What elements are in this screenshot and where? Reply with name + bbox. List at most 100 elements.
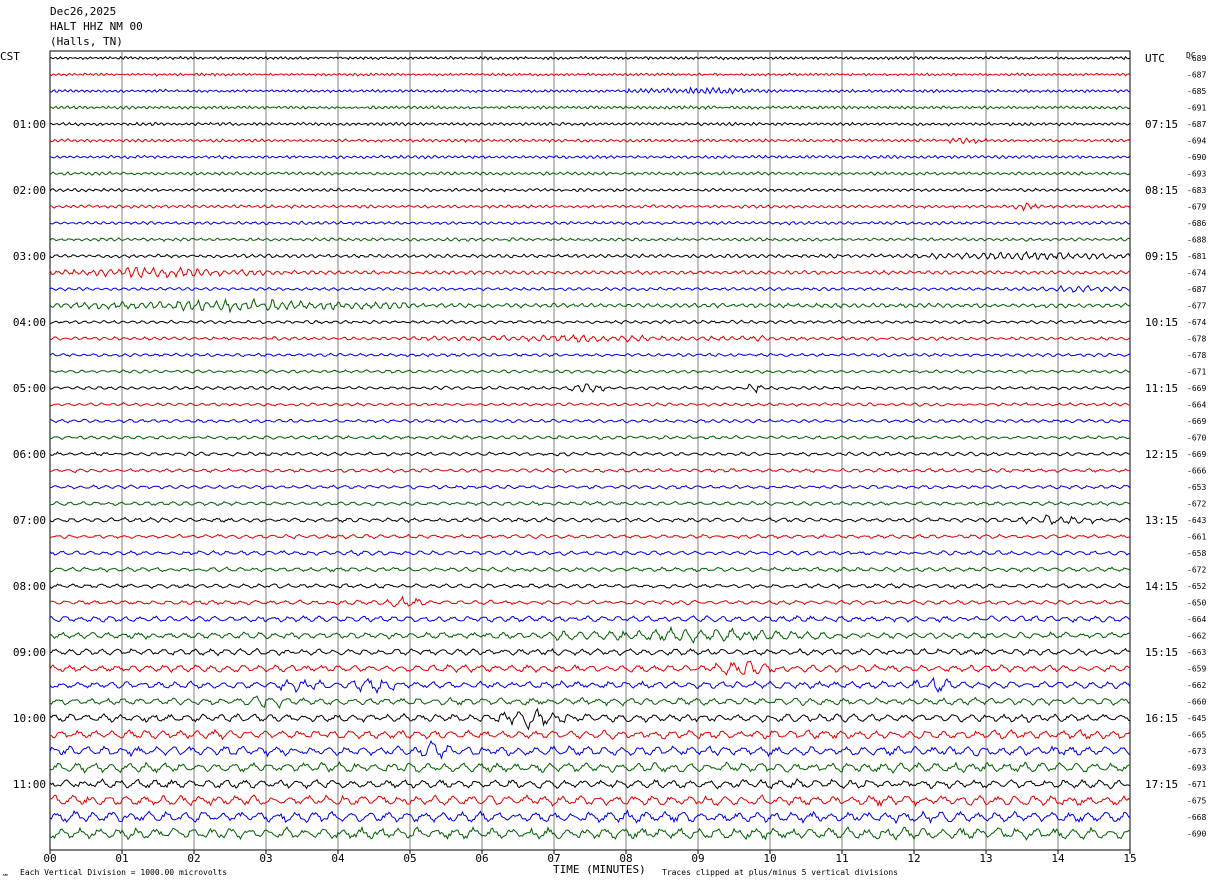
cst-hour-label: 02:00: [13, 184, 46, 197]
utc-hour-label: 09:15: [1145, 250, 1178, 263]
dc-offset-label: -672: [1187, 566, 1206, 575]
dc-offset-label: -672: [1187, 500, 1206, 509]
dc-column-label: DC: [1186, 51, 1196, 60]
station-location: (Halls, TN): [50, 35, 123, 48]
seismic-trace: [49, 266, 1131, 279]
seismic-trace: [49, 809, 1131, 825]
dc-offset-label: -662: [1187, 681, 1206, 690]
dc-offset-label: -665: [1187, 731, 1206, 740]
cst-hour-label: 03:00: [13, 250, 46, 263]
dc-offset-label: -652: [1187, 582, 1206, 591]
seismic-trace: [49, 137, 1131, 145]
dc-offset-label: -666: [1187, 467, 1206, 476]
dc-offset-label: -663: [1187, 648, 1206, 657]
seismic-trace: [49, 484, 1131, 490]
seismic-trace: [49, 739, 1131, 761]
utc-hour-label: 08:15: [1145, 184, 1178, 197]
x-tick-label: 13: [979, 852, 992, 865]
dc-offset-label: -670: [1187, 434, 1206, 443]
utc-hour-label: 10:15: [1145, 316, 1178, 329]
corner-mark: ℠: [2, 873, 9, 881]
seismic-trace: [49, 695, 1131, 710]
seismic-trace: [49, 583, 1131, 589]
cst-hour-label: 01:00: [13, 118, 46, 131]
dc-offset-label: -645: [1187, 714, 1206, 723]
seismic-trace: [49, 284, 1131, 293]
seismic-trace: [49, 154, 1131, 160]
x-tick-label: 05: [403, 852, 416, 865]
dc-offset-label: -687: [1187, 285, 1206, 294]
utc-timezone-label: UTC: [1145, 52, 1165, 65]
x-tick-label: 08: [619, 852, 632, 865]
seismic-trace: [49, 369, 1131, 374]
cst-hour-label: 07:00: [13, 514, 46, 527]
x-tick-label: 09: [691, 852, 704, 865]
seismic-trace: [49, 55, 1131, 61]
seismic-trace: [49, 707, 1131, 731]
cst-hour-labels: 01:00 02:00 03:00 04:00 05:00 06:00 07:00 08:00…: [13, 118, 46, 791]
utc-hour-labels: UTC 07:15 08:15 09:15 10:15 11:15 12:15 13:15 14…: [1145, 52, 1178, 791]
x-tick-label: 10: [763, 852, 776, 865]
dc-offset-label: -662: [1187, 632, 1206, 641]
dc-offset-label: -650: [1187, 599, 1206, 608]
seismic-trace: [49, 615, 1131, 624]
seismic-trace: [49, 549, 1131, 556]
dc-offset-label: -678: [1187, 335, 1206, 344]
dc-offset-label: -674: [1187, 269, 1206, 278]
dc-offset-label: -661: [1187, 533, 1206, 542]
dc-offset-label: -689: [1187, 54, 1206, 63]
vertical-division-note: Each Vertical Division = 1000.00 microvo…: [20, 868, 227, 877]
x-tick-label: 00: [43, 852, 56, 865]
clip-note: Traces clipped at plus/minus 5 vertical …: [662, 868, 898, 877]
seismic-trace: [49, 187, 1131, 193]
dc-offset-label: -686: [1187, 219, 1206, 228]
seismic-trace: [49, 625, 1131, 644]
dc-offset-label: -675: [1187, 797, 1206, 806]
dc-offset-label: -687: [1187, 120, 1206, 129]
dc-offset-label: -685: [1187, 87, 1206, 96]
dc-offset-label: -694: [1187, 137, 1206, 146]
x-tick-label: 03: [259, 852, 272, 865]
x-tick-label: 11: [835, 852, 848, 865]
dc-offset-label: -679: [1187, 203, 1206, 212]
seismic-trace: [49, 72, 1131, 77]
seismic-trace: [49, 778, 1131, 790]
utc-hour-label: 11:15: [1145, 382, 1178, 395]
utc-hour-label: 15:15: [1145, 646, 1178, 659]
x-tick-label: 04: [331, 852, 345, 865]
seismic-trace: [49, 319, 1131, 325]
station-code: HALT HHZ NM 00: [50, 20, 143, 33]
seismic-trace: [49, 595, 1131, 608]
utc-hour-label: 12:15: [1145, 448, 1178, 461]
cst-hour-label: 06:00: [13, 448, 46, 461]
seismic-trace: [49, 660, 1131, 676]
seismic-trace: [49, 794, 1131, 808]
dc-offset-label: -671: [1187, 780, 1206, 789]
dc-offset-label: -664: [1187, 401, 1206, 410]
dc-offset-label: -690: [1187, 830, 1206, 839]
dc-offset-label: -674: [1187, 318, 1206, 327]
dc-offset-label: -683: [1187, 186, 1206, 195]
seismic-trace: [49, 467, 1131, 474]
plot-date: Dec26,2025: [50, 5, 116, 18]
dc-offset-label: -643: [1187, 516, 1206, 525]
seismic-trace: [49, 220, 1131, 226]
dc-offset-label: -693: [1187, 170, 1206, 179]
utc-hour-label: 17:15: [1145, 778, 1178, 791]
seismic-trace: [49, 105, 1131, 110]
x-tick-label: 15: [1123, 852, 1136, 865]
dc-offset-label: -669: [1187, 417, 1206, 426]
seismic-trace: [49, 86, 1131, 95]
cst-hour-label: 05:00: [13, 382, 46, 395]
dc-offset-label: -691: [1187, 104, 1206, 113]
utc-hour-label: 16:15: [1145, 712, 1178, 725]
seismic-trace: [49, 250, 1131, 261]
cst-hour-label: 08:00: [13, 580, 46, 593]
x-tick-label: 01: [115, 852, 128, 865]
dc-offset-label: -669: [1187, 450, 1206, 459]
x-tick-label: 02: [187, 852, 200, 865]
dc-offset-label: -669: [1187, 384, 1206, 393]
seismic-trace: [49, 237, 1131, 242]
cst-hour-label: 10:00: [13, 712, 46, 725]
x-axis-title: TIME (MINUTES): [553, 863, 646, 876]
